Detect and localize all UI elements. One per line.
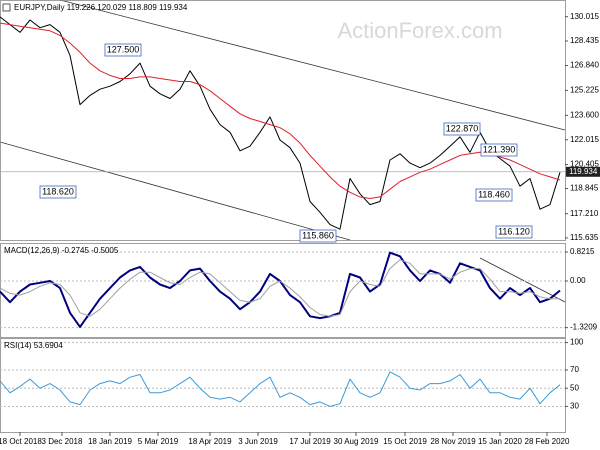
x-tick-label: 3 Jun 2019	[238, 437, 278, 446]
y-tick-label: 0.8215	[570, 247, 595, 256]
y-tick-label: 126.840	[570, 61, 599, 70]
annotation: 118.460	[478, 189, 510, 199]
y-tick-label: 122.015	[570, 135, 599, 144]
last-value-label: 119.934	[569, 167, 598, 176]
x-tick-label: 18 Jan 2019	[88, 437, 133, 446]
x-tick-label: 17 Jul 2019	[289, 437, 331, 446]
series-line	[0, 16, 561, 230]
panel-frame	[0, 0, 566, 241]
annotation: 127.500	[107, 44, 140, 54]
macd-trendline	[479, 257, 566, 303]
panel-title: MACD(12,26,9) -0.2745 -0.5005	[4, 246, 119, 255]
annotation: 115.860	[302, 230, 334, 240]
y-tick-label: 123.600	[570, 110, 599, 119]
annotation-box	[475, 188, 513, 202]
panel-title: RSI(14) 53.6904	[4, 341, 63, 350]
last-value-box	[566, 166, 600, 177]
y-tick-label: 125.225	[570, 85, 599, 94]
panel-title: EURJPY,Daily 119.226 120.029 118.809 119…	[14, 3, 188, 12]
x-tick-label: 15 Jan 2020	[478, 437, 523, 446]
series-line	[0, 259, 560, 317]
x-tick-label: 28 Feb 2020	[525, 437, 570, 446]
x-tick-label: 18 Oct 2018	[0, 437, 42, 446]
y-tick-label: 128.435	[570, 36, 599, 45]
x-tick-label: 18 Apr 2019	[188, 437, 232, 446]
watermark: ActionForex.com	[337, 18, 502, 43]
annotation: 116.120	[498, 226, 530, 236]
annotation: 121.390	[483, 144, 516, 154]
y-tick-label: -1.3209	[570, 323, 598, 332]
y-tick-label: 130.015	[570, 12, 599, 21]
annotation-box	[39, 185, 77, 199]
x-tick-label: 30 Aug 2019	[334, 437, 379, 446]
y-tick-label: 50	[570, 383, 579, 392]
y-tick-label: 70	[570, 365, 579, 374]
channel-lower	[0, 141, 351, 241]
series-line	[0, 22, 561, 199]
annotation: 122.870	[446, 123, 479, 133]
annotation: 118.620	[42, 186, 74, 196]
y-tick-label: 0.00	[570, 276, 586, 285]
channel-upper	[59, 0, 566, 131]
annotation-box	[104, 43, 142, 57]
annotation-box	[480, 143, 518, 157]
x-tick-label: 15 Oct 2019	[383, 437, 427, 446]
y-tick-label: 117.210	[570, 209, 599, 218]
series-line	[0, 371, 561, 407]
x-tick-label: 5 Mar 2019	[138, 437, 179, 446]
y-tick-label: 115.635	[570, 233, 599, 242]
panel-frame	[0, 243, 566, 338]
y-tick-label: 30	[570, 402, 579, 411]
y-tick-label: 118.845	[570, 184, 599, 193]
panel-frame	[0, 338, 566, 433]
annotation-box	[299, 229, 337, 243]
y-tick-label: 120.405	[570, 160, 599, 169]
x-tick-label: 3 Dec 2018	[42, 437, 83, 446]
x-tick-label: 28 Nov 2019	[430, 437, 476, 446]
annotation-box	[495, 225, 533, 239]
annotation-box	[443, 122, 481, 136]
y-tick-label: 100	[570, 338, 584, 347]
title-icon	[2, 3, 11, 12]
